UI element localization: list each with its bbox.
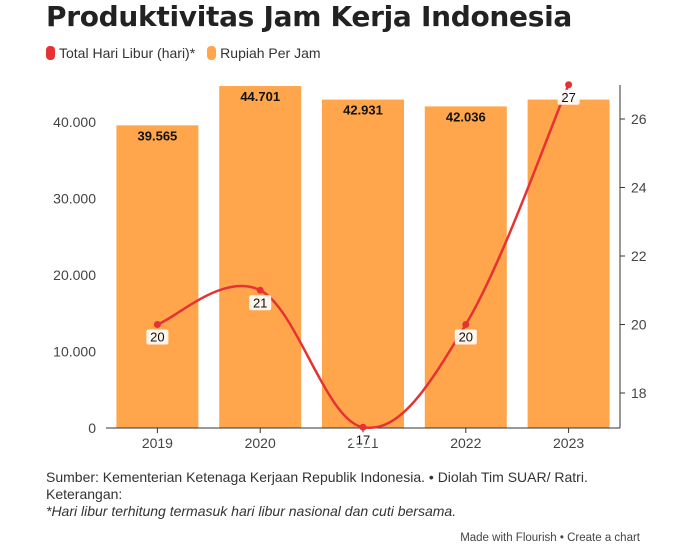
source-text: Sumber: Kementerian Ketenaga Kerjaan Rep… <box>46 469 588 485</box>
legend-label-rupiah: Rupiah Per Jam <box>220 45 321 61</box>
bar-value-label: 42.036 <box>446 109 486 124</box>
y-right-tick-label: 18 <box>631 385 647 401</box>
y-left-tick-label: 20.000 <box>53 267 96 283</box>
y-left-tick-label: 40.000 <box>53 114 96 130</box>
x-tick-label-2023: 2023 <box>553 435 584 451</box>
y-right-tick-label: 24 <box>631 180 647 196</box>
line-hari-libur <box>156 84 570 429</box>
x-tick-label-2020: 2020 <box>245 435 276 451</box>
y-right-tick-label: 20 <box>631 317 647 333</box>
chart-title: Produktivitas Jam Kerja Indonesia <box>46 0 572 33</box>
bar-2019 <box>116 125 199 428</box>
y-right-tick-label: 26 <box>631 111 647 127</box>
bar-value-label: 42.931 <box>343 103 383 118</box>
create-chart-link[interactable]: Create a chart <box>567 532 640 544</box>
line-value-label: 27 <box>561 90 575 105</box>
footer: Sumber: Kementerian Ketenaga Kerjaan Rep… <box>46 469 588 520</box>
legend-swatch-bar <box>207 46 217 60</box>
line-label-bg <box>249 295 272 311</box>
legend-swatch-line <box>46 46 55 60</box>
bar-value-label: 39.565 <box>138 128 178 143</box>
credit-separator: • <box>556 532 568 544</box>
line-point-2021 <box>359 423 367 431</box>
made-with-flourish-link[interactable]: Made with Flourish <box>460 532 557 544</box>
y-right-tick-label: 22 <box>631 248 647 264</box>
y-left-tick-label: 10.000 <box>53 344 96 360</box>
legend: Total Hari Libur (hari)* Rupiah Per Jam <box>46 45 333 61</box>
line-value-label: 21 <box>253 295 267 310</box>
bar-value-label: 44.701 <box>240 89 280 104</box>
x-tick-label-2019: 2019 <box>142 435 173 451</box>
line-value-label: 17 <box>356 432 370 447</box>
line-label-bg <box>454 329 477 345</box>
y-left-tick-label: 30.000 <box>53 191 96 207</box>
line-point-2019 <box>153 321 161 328</box>
keterangan-text: Keterangan: <box>46 486 123 502</box>
flourish-credit: Made with Flourish • Create a chart <box>460 532 640 544</box>
bar-2020 <box>219 86 302 428</box>
line-value-label: 20 <box>150 330 164 345</box>
y-left-tick-label: 0 <box>88 420 96 436</box>
line-value-label: 20 <box>459 330 473 345</box>
bar-2021 <box>322 99 404 428</box>
line-point-2022 <box>462 321 470 328</box>
bar-2023 <box>527 99 610 428</box>
line-point-2023 <box>565 81 573 89</box>
note-text: *Hari libur terhitung termasuk hari libu… <box>46 503 457 519</box>
line-label-bg <box>557 89 580 105</box>
line-point-2020 <box>256 286 264 294</box>
line-label-bg <box>352 432 374 448</box>
x-tick-label-2022: 2022 <box>450 435 481 451</box>
legend-item-hari-libur[interactable]: Total Hari Libur (hari)* <box>46 45 195 61</box>
legend-label-hari-libur: Total Hari Libur (hari)* <box>59 45 196 61</box>
line-label-bg <box>146 329 169 345</box>
legend-item-rupiah[interactable]: Rupiah Per Jam <box>207 45 321 61</box>
bar-2022 <box>424 106 507 429</box>
